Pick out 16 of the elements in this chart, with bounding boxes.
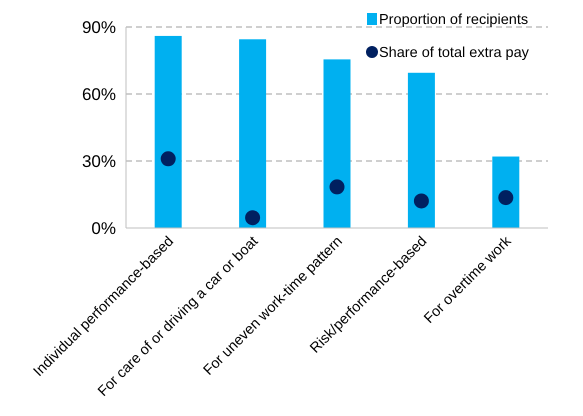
point — [245, 210, 260, 226]
legend-label: Proportion of recipients — [379, 12, 528, 28]
y-tick-label: 60% — [82, 84, 116, 104]
legend-label: Share of total extra pay — [379, 45, 530, 62]
point — [330, 179, 344, 194]
point — [414, 193, 429, 208]
y-tick-label: 90% — [82, 18, 116, 37]
bar — [154, 36, 182, 228]
y-tick-label: 0% — [91, 218, 116, 238]
point — [498, 190, 514, 206]
point — [160, 151, 176, 166]
y-tick-label: 30% — [82, 152, 116, 171]
bar — [408, 72, 435, 228]
bar — [323, 59, 351, 228]
bar — [492, 156, 520, 228]
bar — [239, 39, 266, 228]
